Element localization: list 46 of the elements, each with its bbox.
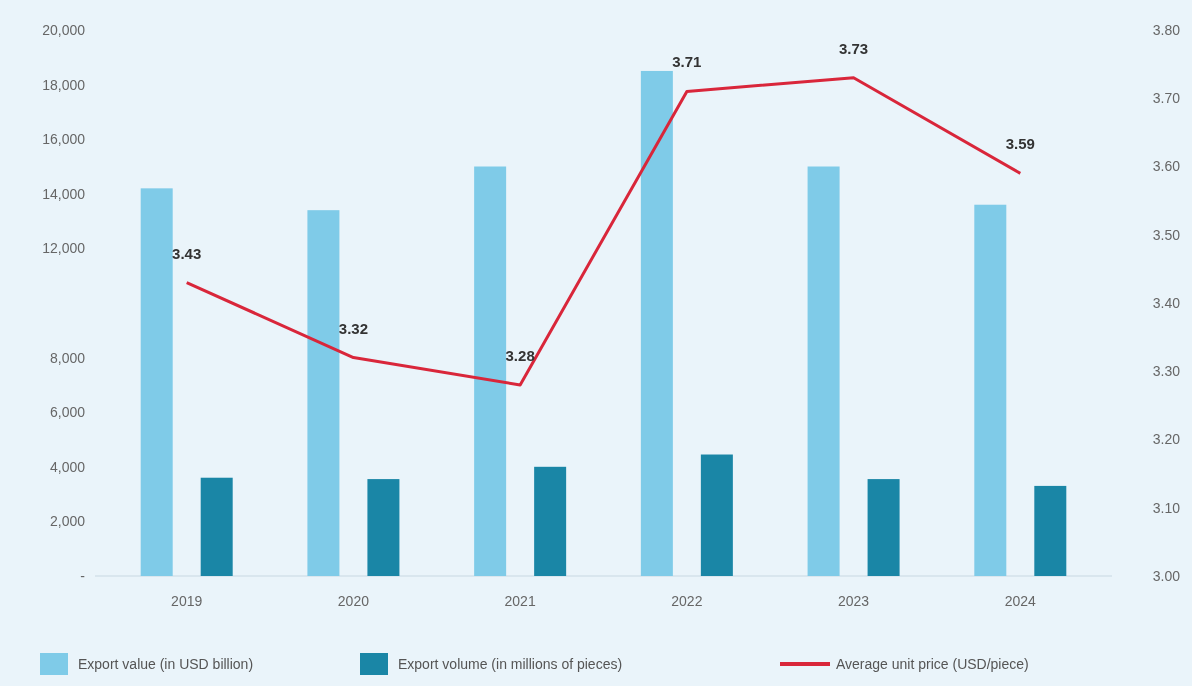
data-label: 3.43 [172,244,202,262]
bar [200,477,233,576]
data-label: 3.28 [505,346,535,364]
bar [534,466,567,576]
y-tick-label: 14,000 [42,185,86,202]
y2-tick-label: 3.50 [1152,226,1181,243]
y-tick-label: 12,000 [42,240,86,257]
data-label: 3.73 [838,39,869,57]
data-label: 3.71 [672,53,702,71]
y-tick-label: 18,000 [42,76,86,93]
bar [807,166,840,576]
y-tick-label: 16,000 [42,131,86,148]
y2-tick-label: 3.70 [1152,90,1181,107]
x-tick-label: 2019 [171,593,203,609]
bar [867,479,900,576]
bar [974,204,1007,576]
y2-tick-label: 3.30 [1152,363,1181,380]
legend-label: Export volume (in millions of pieces) [398,655,623,672]
y-tick-label: 4,000 [49,458,86,475]
x-tick-label: 2021 [504,593,536,609]
legend-label: Average unit price (USD/piece) [836,655,1029,672]
bar [474,166,507,576]
y2-tick-label: 3.20 [1152,431,1181,448]
y-tick-label: 8,000 [49,349,86,366]
y-tick-label: 2,000 [49,513,86,530]
y2-tick-label: 3.80 [1152,21,1181,38]
x-tick-label: 2020 [337,593,370,609]
legend-label: Export value (in USD billion) [78,655,254,672]
bar [1034,485,1067,576]
y2-tick-label: 3.40 [1152,294,1181,311]
bar [140,188,173,576]
bar [640,70,673,576]
bar [307,210,340,576]
data-label: 3.59 [1005,135,1035,153]
bar [367,479,400,576]
x-tick-label: 2022 [671,593,703,609]
y2-tick-label: 3.10 [1152,499,1181,516]
x-tick-label: 2023 [838,593,870,609]
bar [700,454,733,576]
y-tick-label: 6,000 [49,404,86,421]
y-tick-label: 20,000 [42,21,86,38]
y-tick-label: - [80,567,86,584]
x-tick-label: 2024 [1004,593,1037,609]
data-label: 3.32 [338,319,369,337]
y2-tick-label: 3.60 [1152,158,1181,175]
y2-tick-label: 3.00 [1152,567,1181,584]
